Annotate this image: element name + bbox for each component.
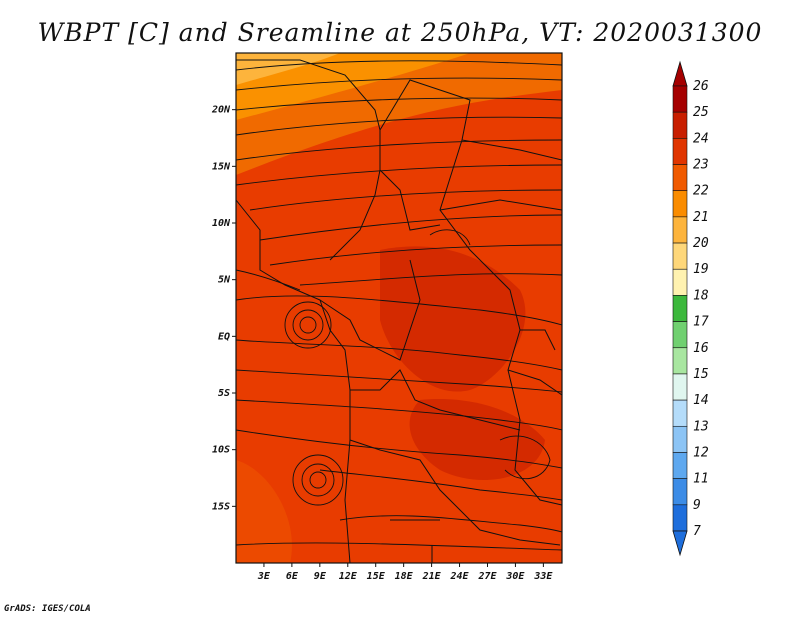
colorbar-segment [672, 321, 688, 349]
colorbar-segment [672, 138, 688, 165]
colorbar-label: 20 [693, 236, 709, 251]
colorbar-segment [672, 425, 688, 453]
lon-tick-label: 12E [339, 571, 358, 582]
colorbar-segment [672, 111, 688, 139]
colorbar-segment [672, 242, 688, 270]
lon-tick-label: 15E [367, 571, 386, 582]
colorbar-bottom-arrow [672, 530, 688, 557]
colorbar-label: 25 [693, 105, 709, 120]
lat-tick-label: 15S [212, 501, 230, 512]
streamlines [236, 60, 562, 551]
wbpt-field [236, 53, 562, 563]
colorbar-segment [672, 190, 688, 218]
lon-tick-label: 18E [395, 571, 414, 582]
colorbar-segment [672, 478, 688, 506]
credit-text: GrADS: IGES/COLA [4, 604, 91, 614]
colorbar-label: 9 [693, 498, 701, 513]
colorbar-label: 17 [693, 315, 709, 330]
lat-tick-label: 5N [218, 275, 231, 286]
lon-tick-label: 30E [505, 571, 525, 582]
colorbar-segment [672, 85, 688, 113]
lat-tick-label: 10S [212, 445, 230, 456]
colorbar-segment [672, 373, 688, 401]
colorbar-label: 7 [693, 524, 701, 539]
colorbar-segment [672, 268, 688, 296]
latitude-axis: 20N 15N 10N 5N EQ 5S 10S 15S [211, 105, 236, 512]
colorbar-top-arrow [672, 60, 688, 87]
lon-tick-label: 3E [257, 571, 271, 582]
colorbar-label: 26 [693, 79, 709, 94]
lon-tick-label: 27E [477, 571, 497, 582]
longitude-axis: 3E 6E 9E 12E 15E 18E 21E 24E 27E 30E 33E [257, 563, 553, 582]
chart-title: WBPT [C] and Sreamline at 250hPa, VT: 20… [37, 18, 763, 47]
lat-tick-label: 15N [212, 161, 231, 172]
colorbar: 26 25 24 23 22 21 20 19 18 17 16 15 14 13 12 11 9 7 [672, 60, 709, 557]
map-frame [235, 52, 563, 564]
colorbar-label: 12 [693, 445, 709, 460]
lon-tick-label: 6E [286, 571, 299, 582]
colorbar-label: 15 [693, 367, 709, 382]
colorbar-segment [672, 452, 688, 479]
colorbar-label: 23 [693, 158, 709, 173]
colorbar-segment [672, 216, 688, 244]
colorbar-segment [672, 399, 688, 427]
lat-tick-label: 20N [211, 105, 231, 116]
lat-tick-label: EQ [218, 331, 230, 342]
lon-tick-label: 9E [314, 571, 327, 582]
colorbar-label: 11 [693, 472, 709, 487]
lon-tick-label: 33E [533, 571, 553, 582]
colorbar-label: 18 [693, 288, 709, 303]
country-borders [236, 59, 562, 563]
lat-tick-label: 10N [212, 218, 231, 229]
lat-tick-label: 5S [218, 388, 230, 399]
colorbar-label: 24 [693, 131, 709, 146]
colorbar-label: 16 [693, 341, 709, 356]
colorbar-segment [672, 504, 688, 532]
lon-tick-label: 24E [450, 571, 470, 582]
colorbar-segment [672, 347, 688, 375]
colorbar-label: 21 [693, 210, 709, 225]
colorbar-segment [672, 295, 688, 322]
colorbar-segment [672, 164, 688, 192]
lon-tick-label: 21E [422, 571, 442, 582]
colorbar-label: 22 [693, 184, 709, 199]
colorbar-label: 19 [693, 262, 709, 277]
colorbar-label: 13 [693, 419, 709, 434]
colorbar-label: 14 [693, 393, 709, 408]
